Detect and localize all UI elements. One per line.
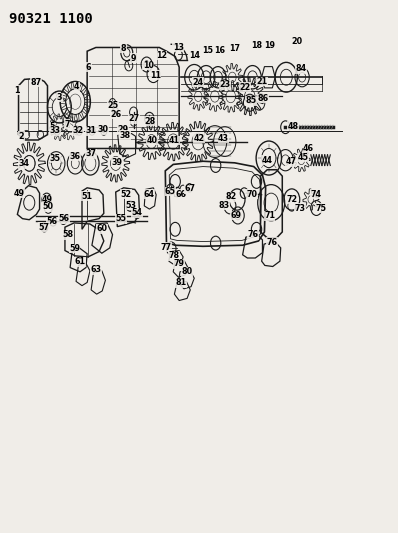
Text: 45: 45 — [297, 153, 308, 162]
Text: 67: 67 — [185, 184, 196, 193]
Text: 2: 2 — [18, 132, 24, 141]
Text: 52: 52 — [121, 190, 132, 199]
Circle shape — [102, 129, 105, 133]
Text: 44: 44 — [262, 156, 273, 165]
Text: 1: 1 — [14, 85, 20, 94]
Text: 61: 61 — [74, 257, 86, 266]
Text: 73: 73 — [294, 204, 305, 213]
Text: 11: 11 — [150, 70, 161, 79]
Text: 79: 79 — [174, 260, 185, 268]
Text: 76: 76 — [267, 238, 277, 247]
Text: 69: 69 — [231, 211, 242, 220]
Text: 74: 74 — [311, 190, 322, 199]
Text: 78: 78 — [168, 252, 179, 260]
Text: 7: 7 — [64, 119, 70, 128]
Text: 50: 50 — [42, 203, 53, 212]
Text: 56: 56 — [59, 214, 70, 223]
Text: 65: 65 — [165, 187, 176, 196]
Text: 82: 82 — [225, 192, 236, 201]
Text: 22: 22 — [239, 83, 250, 92]
Text: 54: 54 — [132, 208, 142, 217]
Text: 40: 40 — [147, 136, 158, 145]
Text: 75: 75 — [316, 204, 327, 213]
Text: 33: 33 — [50, 126, 61, 135]
Circle shape — [122, 129, 125, 133]
Text: 49: 49 — [42, 195, 53, 204]
Text: 23: 23 — [220, 80, 231, 89]
Text: 29: 29 — [117, 125, 129, 134]
Text: 76: 76 — [248, 230, 258, 239]
Text: 4: 4 — [74, 82, 80, 91]
Text: 19: 19 — [264, 41, 275, 50]
Text: 71: 71 — [264, 212, 275, 221]
Text: 17: 17 — [229, 44, 240, 53]
Text: 14: 14 — [189, 51, 201, 60]
Text: 25: 25 — [107, 101, 118, 110]
Text: 42: 42 — [193, 134, 205, 143]
Circle shape — [78, 129, 81, 133]
Text: 3: 3 — [57, 93, 62, 102]
Text: 49: 49 — [14, 189, 24, 198]
Text: 70: 70 — [247, 190, 258, 199]
Text: 80: 80 — [181, 268, 193, 276]
Text: 60: 60 — [96, 224, 107, 233]
Text: 46: 46 — [303, 144, 314, 153]
Text: 48: 48 — [288, 122, 299, 131]
Text: 66: 66 — [175, 190, 186, 199]
Text: 43: 43 — [218, 134, 229, 143]
Text: 31: 31 — [86, 126, 97, 135]
Text: 53: 53 — [125, 201, 136, 210]
Text: 26: 26 — [110, 110, 121, 119]
Text: 8: 8 — [121, 44, 127, 53]
Text: 38: 38 — [120, 131, 131, 140]
Text: 84: 84 — [296, 64, 307, 73]
Text: 30: 30 — [98, 125, 109, 134]
Text: 35: 35 — [50, 154, 61, 163]
Text: 85: 85 — [246, 96, 257, 105]
Text: 57: 57 — [39, 223, 50, 232]
Text: 58: 58 — [62, 230, 74, 239]
Text: 34: 34 — [18, 159, 29, 168]
Text: 27: 27 — [128, 114, 139, 123]
Text: 55: 55 — [116, 214, 127, 223]
Text: 15: 15 — [203, 46, 214, 55]
Text: 63: 63 — [90, 265, 101, 274]
Text: 87: 87 — [30, 77, 41, 86]
Text: 51: 51 — [81, 192, 92, 201]
Text: 39: 39 — [111, 158, 122, 167]
Circle shape — [55, 129, 59, 133]
Text: 20: 20 — [292, 37, 303, 46]
Text: 6: 6 — [86, 63, 92, 71]
Circle shape — [90, 129, 94, 133]
Text: 81: 81 — [176, 278, 187, 287]
Text: 83: 83 — [219, 201, 230, 210]
Circle shape — [41, 222, 48, 232]
Text: 77: 77 — [160, 243, 171, 252]
Text: 90321 1100: 90321 1100 — [9, 12, 92, 27]
Text: 5: 5 — [49, 122, 55, 131]
Text: 64: 64 — [144, 190, 154, 199]
Text: 24: 24 — [193, 77, 204, 86]
Text: 56: 56 — [47, 217, 58, 227]
Text: 21: 21 — [256, 77, 267, 86]
Text: 12: 12 — [156, 51, 167, 60]
Text: 86: 86 — [258, 94, 269, 103]
Text: 9: 9 — [131, 54, 136, 62]
Text: 41: 41 — [169, 136, 180, 145]
Text: 18: 18 — [251, 41, 262, 50]
Text: 16: 16 — [215, 46, 226, 55]
Text: 72: 72 — [286, 195, 297, 204]
Text: 36: 36 — [70, 152, 81, 161]
Text: 32: 32 — [73, 126, 84, 135]
Text: 10: 10 — [143, 61, 154, 70]
Text: 59: 59 — [69, 244, 80, 253]
Text: 37: 37 — [86, 149, 97, 158]
Text: 47: 47 — [285, 157, 297, 166]
Text: 28: 28 — [144, 117, 156, 126]
Text: 13: 13 — [173, 43, 184, 52]
